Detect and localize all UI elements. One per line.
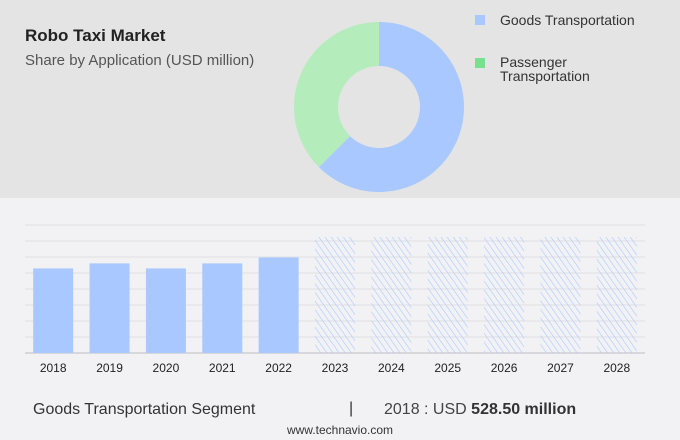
bar-forecast-2024: [371, 237, 412, 353]
bar-2019: [89, 263, 130, 353]
bar-2021: [202, 263, 243, 353]
legend-swatch-goods: [475, 15, 485, 25]
x-tick-label: 2020: [153, 361, 180, 375]
x-tick-label: 2024: [378, 361, 405, 375]
bar-2020: [145, 268, 186, 353]
bar-2018: [33, 268, 74, 353]
donut-slice-1: [294, 22, 379, 168]
bar-forecast-2026: [484, 237, 525, 353]
footer-value: 2018 : USD 528.50 million: [384, 401, 576, 419]
site-url: www.technavio.com: [286, 423, 394, 437]
x-tick-label: 2018: [40, 361, 67, 375]
x-tick-label: 2023: [322, 361, 349, 375]
footer-separator: |: [349, 400, 354, 417]
footer-amount: 528.50 million: [471, 401, 577, 418]
x-tick-label: 2027: [547, 361, 574, 375]
bar-forecast-2027: [540, 237, 581, 353]
bar-forecast-2025: [427, 237, 468, 353]
legend-passenger: Passenger Transportation: [500, 54, 590, 84]
x-tick-label: 2026: [491, 361, 518, 375]
chart-title: Robo Taxi Market: [25, 26, 166, 45]
bar-forecast-2028: [596, 237, 637, 353]
footer-year: 2018 : USD: [384, 401, 467, 418]
x-tick-label: 2021: [209, 361, 236, 375]
x-tick-label: 2028: [603, 361, 630, 375]
legend-swatch-passenger: [475, 58, 485, 68]
bar-forecast-2023: [315, 237, 355, 353]
x-tick-label: 2025: [434, 361, 461, 375]
donut-slice-0: [318, 22, 465, 192]
bar-2022: [258, 257, 299, 353]
footer-segment: Goods Transportation Segment: [33, 401, 256, 418]
chart-subtitle: Share by Application (USD million): [25, 52, 255, 69]
x-tick-label: 2019: [96, 361, 123, 375]
legend-goods: Goods Transportation: [500, 12, 635, 28]
x-tick-label: 2022: [265, 361, 292, 375]
